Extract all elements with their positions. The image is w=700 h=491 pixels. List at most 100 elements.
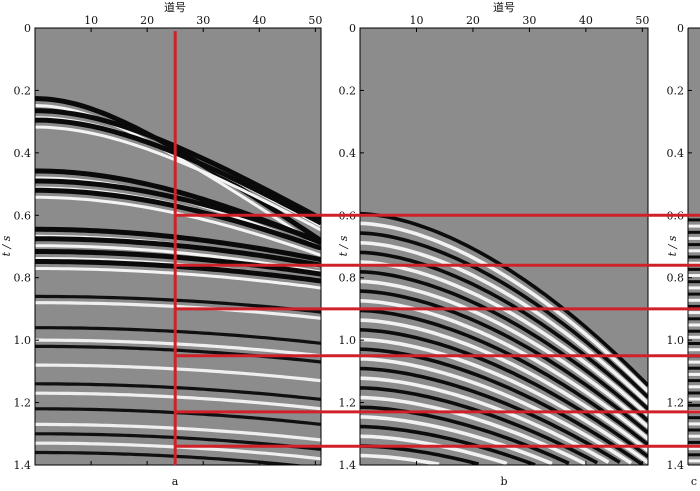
y-tick-label-b-7: 1.4: [339, 459, 357, 472]
y-tick-label-a-3: 0.6: [14, 209, 32, 222]
event-b-8: [360, 289, 648, 435]
flat-event-a-6: [35, 382, 321, 401]
flat-event-a-9: [35, 422, 321, 442]
stripe-c-0: [688, 218, 700, 222]
flat-event-a-12: [35, 450, 308, 465]
flat-event-a-7: [35, 391, 321, 411]
event-a-2: [35, 117, 321, 226]
panel-letter-b: b: [500, 475, 507, 488]
stripe-c-8: [688, 267, 700, 271]
stripe-c-4: [688, 243, 700, 247]
stripe-c-5: [688, 249, 700, 253]
y-tick-label-c-1: 0.2: [667, 84, 685, 97]
y-tick-label-c-4: 0.8: [667, 272, 685, 285]
stripe-c-1: [688, 224, 700, 228]
y-tick-label-a-1: 0.2: [14, 84, 32, 97]
stripe-c-10: [688, 280, 700, 284]
flat-event-a-1: [35, 301, 321, 320]
axis-ticks: 10 20 30 40 50 10 20 30 40 50 0 0.2 0.4 0.6 0.8 1.0 1.2 1…: [14, 14, 692, 472]
stripe-c-24: [688, 366, 700, 370]
stripe-c-28: [688, 391, 700, 395]
top-axis-title-a: 道号: [164, 0, 186, 14]
stripe-c-11: [688, 286, 700, 290]
event-a-4: [35, 178, 321, 244]
y-tick-label-a-7: 1.4: [14, 459, 32, 472]
x-tick-label-b-2: 30: [522, 14, 536, 27]
y-tick-label-b-6: 1.2: [339, 397, 357, 410]
event-a-5: [35, 187, 321, 251]
x-tick-label-b-4: 50: [635, 14, 649, 27]
left-axis-title-c: t / s: [666, 235, 679, 256]
stripe-c-15: [688, 311, 700, 315]
event-b-11: [360, 318, 648, 453]
stripe-c-30: [688, 403, 700, 407]
event-b-25: [360, 453, 440, 465]
stripe-c-12: [688, 292, 700, 296]
y-tick-label-b-4: 0.8: [339, 272, 357, 285]
x-tick-label-b-3: 40: [579, 14, 593, 27]
stripe-c-32: [688, 416, 700, 420]
event-b-22: [360, 424, 536, 465]
stripe-c-38: [688, 453, 700, 457]
x-tick-label-a-4: 50: [308, 14, 322, 27]
stripe-c-34: [688, 428, 700, 432]
event-a-white-2: [35, 125, 321, 232]
y-tick-label-a-6: 1.2: [14, 397, 32, 410]
event-b-7: [360, 279, 648, 429]
panel-a-wavefield: [35, 96, 321, 465]
left-axis-title-b: t / s: [337, 235, 350, 256]
y-tick-label-b-0: 0: [349, 22, 356, 35]
y-tick-label-c-5: 1.0: [667, 334, 685, 347]
event-a-1: [35, 108, 321, 222]
event-a-0: [35, 96, 321, 243]
event-b-15: [360, 357, 633, 465]
panel-c: [687, 27, 700, 466]
stripe-c-37: [688, 447, 700, 451]
y-tick-label-a-5: 1.0: [14, 334, 32, 347]
y-tick-label-c-6: 1.2: [667, 397, 685, 410]
flat-event-a-2: [35, 326, 321, 345]
flat-event-a-5: [35, 363, 321, 383]
y-tick-label-a-4: 0.8: [14, 272, 32, 285]
stripe-c-25: [688, 372, 700, 376]
stripe-c-18: [688, 329, 700, 333]
x-tick-label-a-3: 40: [252, 14, 266, 27]
x-tick-label-a-0: 10: [84, 14, 98, 27]
stripe-c-13: [688, 298, 700, 302]
stripe-c-39: [688, 459, 700, 463]
event-b-2: [360, 231, 648, 399]
event-b-13: [360, 337, 648, 464]
red-marker-lines: [173, 31, 700, 465]
event-b-4: [360, 250, 648, 411]
y-tick-label-a-2: 0.4: [14, 147, 32, 160]
stripe-c-33: [688, 422, 700, 426]
event-b-12: [360, 328, 648, 459]
stripe-c-3: [688, 236, 700, 240]
stripe-c-27: [688, 385, 700, 389]
top-axis-title-b: 道号: [493, 0, 515, 14]
stripe-c-19: [688, 335, 700, 339]
event-b-1: [360, 221, 648, 393]
stripe-c-23: [688, 360, 700, 364]
y-tick-label-b-1: 0.2: [339, 84, 357, 97]
y-tick-label-a-0: 0: [24, 22, 31, 35]
stripe-c-35: [688, 434, 700, 438]
panel-letter-a: a: [172, 475, 179, 488]
event-b-6: [360, 270, 648, 423]
event-b-3: [360, 241, 648, 405]
y-tick-label-c-2: 0.4: [667, 147, 685, 160]
flat-event-a-10: [35, 432, 321, 451]
event-b-17: [360, 376, 610, 464]
stripe-c-20: [688, 342, 700, 345]
panel-letter-c: c: [691, 475, 697, 488]
x-tick-label-a-2: 30: [196, 14, 210, 27]
stripe-c-17: [688, 323, 700, 327]
event-b-21: [360, 415, 553, 465]
panel-a: [34, 27, 322, 466]
y-tick-label-c-0: 0: [677, 22, 684, 35]
stripe-c-2: [688, 230, 700, 234]
event-b-20: [360, 405, 570, 465]
event-b-16: [360, 366, 621, 464]
panel-a-frame: [34, 27, 322, 466]
y-tick-label-b-2: 0.4: [339, 147, 357, 160]
